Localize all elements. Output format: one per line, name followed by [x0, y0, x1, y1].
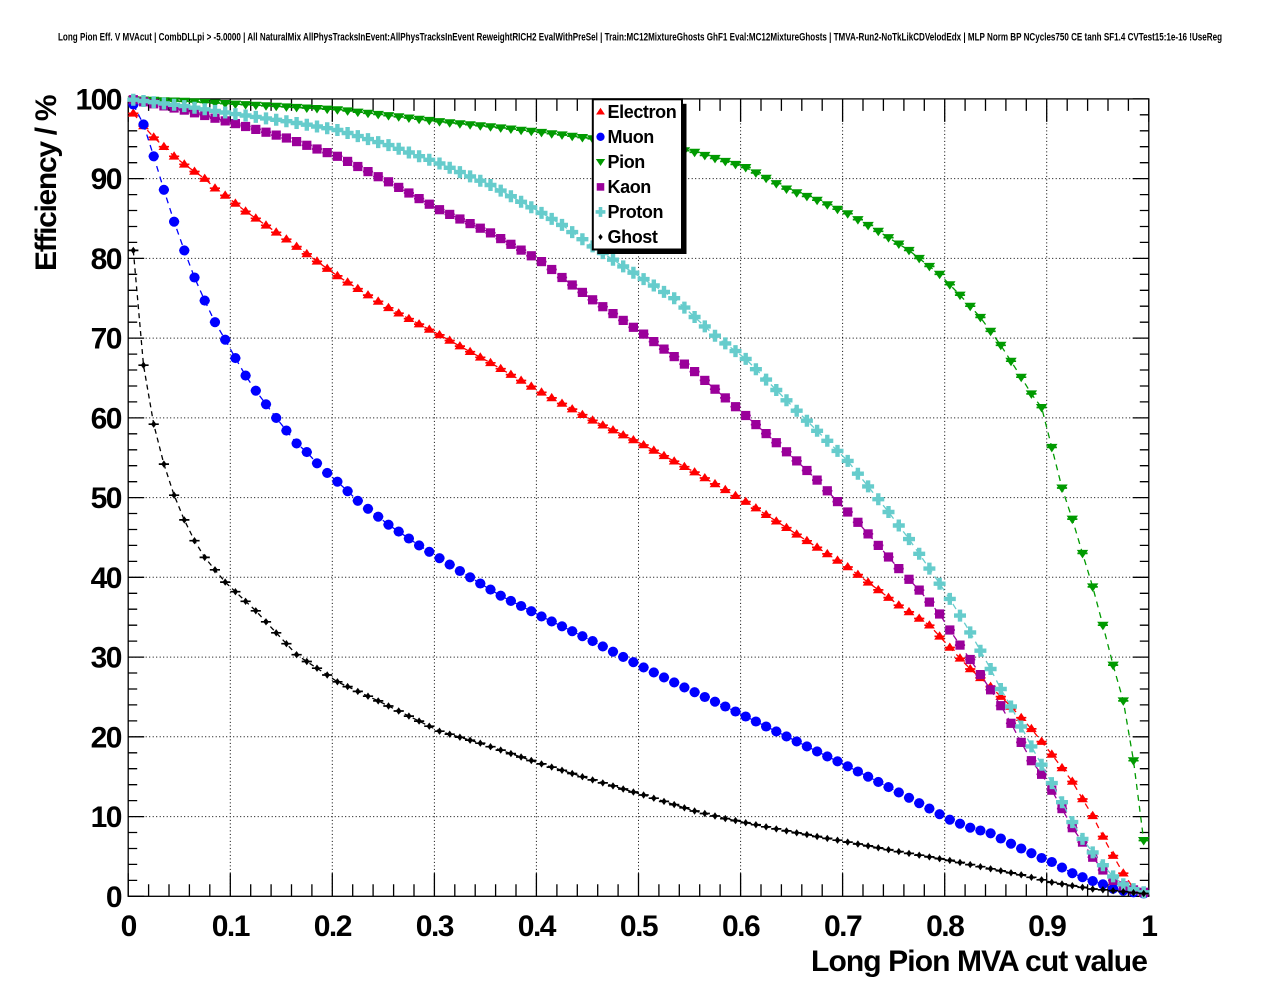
svg-text:Electron: Electron	[608, 102, 677, 122]
svg-text:100: 100	[75, 83, 121, 116]
svg-text:50: 50	[91, 482, 122, 515]
svg-text:0.3: 0.3	[416, 910, 454, 943]
svg-text:0: 0	[106, 881, 122, 914]
svg-text:Long Pion MVA cut value: Long Pion MVA cut value	[811, 945, 1147, 978]
svg-text:30: 30	[91, 642, 122, 675]
svg-text:0.8: 0.8	[926, 910, 964, 943]
svg-text:0.9: 0.9	[1028, 910, 1066, 943]
svg-text:0.1: 0.1	[212, 910, 250, 943]
svg-text:Kaon: Kaon	[608, 177, 651, 197]
svg-text:Ghost: Ghost	[608, 227, 658, 247]
svg-text:Efficiency / %: Efficiency / %	[30, 95, 63, 271]
svg-text:70: 70	[91, 323, 122, 356]
svg-text:Pion: Pion	[608, 152, 645, 172]
svg-text:Muon: Muon	[608, 127, 654, 147]
svg-text:60: 60	[91, 402, 122, 435]
svg-text:90: 90	[91, 163, 122, 196]
svg-text:10: 10	[91, 801, 122, 834]
svg-text:20: 20	[91, 721, 122, 754]
svg-text:1: 1	[1141, 910, 1157, 943]
svg-text:0: 0	[121, 910, 137, 943]
svg-text:Long Pion Eff. V MVAcut | Comb: Long Pion Eff. V MVAcut | CombDLLpi > -5…	[58, 32, 1222, 44]
svg-text:0.2: 0.2	[314, 910, 352, 943]
svg-text:0.6: 0.6	[722, 910, 760, 943]
svg-text:80: 80	[91, 243, 122, 276]
svg-text:0.5: 0.5	[620, 910, 658, 943]
svg-text:0.4: 0.4	[518, 910, 557, 943]
svg-text:40: 40	[91, 562, 122, 595]
svg-text:Proton: Proton	[608, 202, 664, 222]
svg-text:0.7: 0.7	[824, 910, 862, 943]
